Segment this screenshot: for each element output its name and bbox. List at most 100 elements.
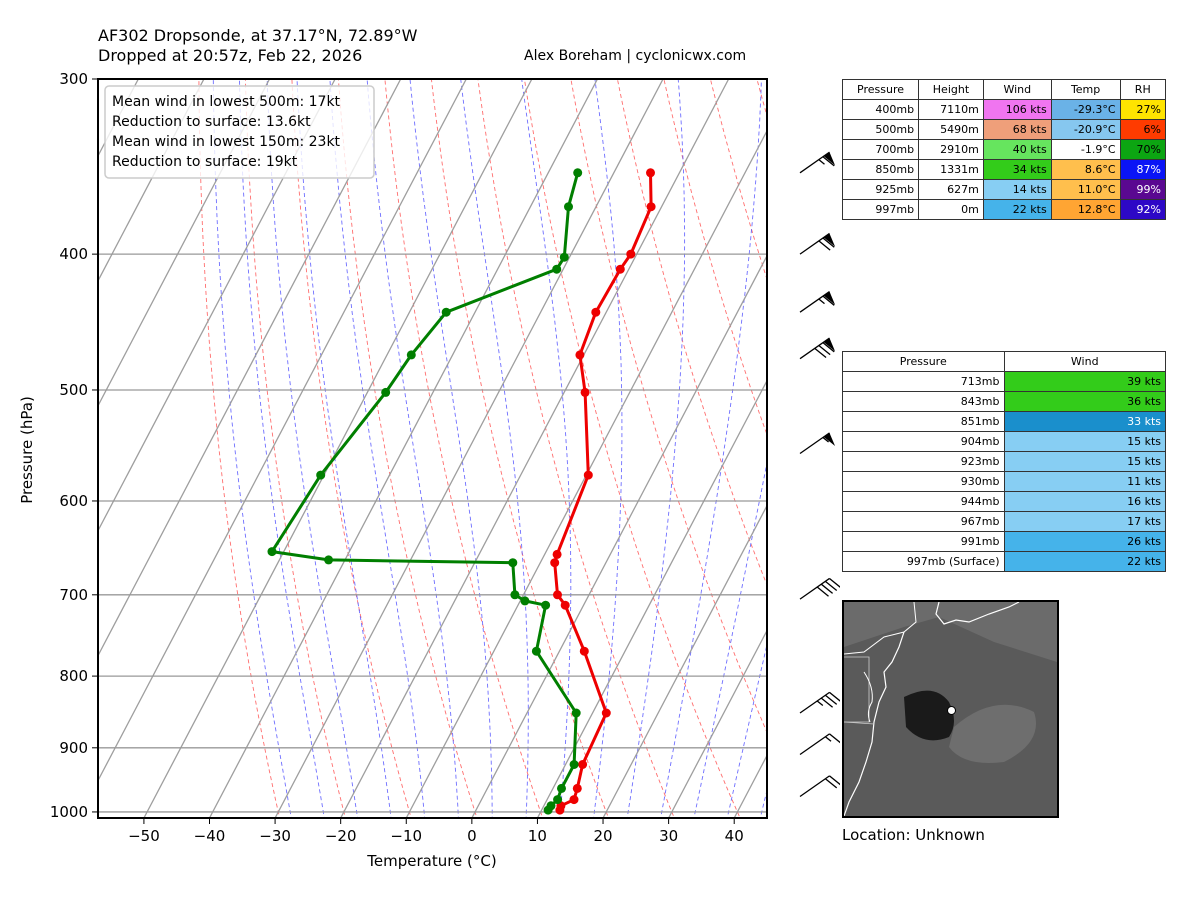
dewpoint-point: [541, 600, 551, 610]
wind-cell: 26 kts: [1003, 531, 1166, 552]
pressure-cell: 851mb: [842, 411, 1005, 432]
x-tick-label: 30: [659, 827, 678, 845]
y-tick-label: 1000: [50, 803, 88, 821]
isotherm: [733, 754, 767, 818]
y-axis-label: Pressure (hPa): [18, 396, 36, 504]
plot-frame: [97, 78, 768, 819]
dewpoint-point: [441, 307, 451, 317]
isotherm: [340, 79, 730, 818]
temperature-point: [583, 470, 593, 480]
y-tick-label: 300: [59, 70, 88, 88]
wind-barb: [799, 291, 836, 313]
temperature-point: [580, 387, 590, 397]
x-tick-label: −30: [259, 827, 291, 845]
wind-barb: [799, 691, 840, 714]
chart-title: AF302 Dropsonde, at 37.17°N, 72.89°W: [98, 26, 418, 45]
x-tick-label: −10: [390, 827, 422, 845]
rh-cell: 27%: [1119, 99, 1167, 120]
wind-cell: 40 kts: [982, 139, 1052, 160]
wind-cell: 15 kts: [1003, 431, 1166, 452]
table-row: 500mb 5490m 68 kts -20.9°C 6%: [841, 119, 1167, 140]
mean-wind-legend: Mean wind in lowest 500m: 17kt Reduction…: [104, 85, 375, 179]
legend-line-2: Reduction to surface: 13.6kt: [112, 114, 311, 130]
pressure-cell: 904mb: [842, 431, 1005, 452]
x-axis-label: Temperature (°C): [366, 852, 496, 870]
pressure-cell: 713mb: [842, 371, 1005, 392]
dewpoint-point: [406, 350, 416, 360]
temp-cell: 11.0°C: [1050, 179, 1121, 200]
y-tick-label: 500: [59, 381, 88, 399]
pressure-cell: 997mb (Surface): [842, 551, 1005, 572]
wind-cell: 36 kts: [1003, 391, 1166, 412]
x-tick-label: 40: [725, 827, 744, 845]
isotherm: [98, 79, 205, 283]
wind-cell: 34 kts: [982, 159, 1052, 180]
table-header-cell: Pressure: [841, 79, 920, 100]
height-cell: 5490m: [918, 119, 984, 140]
wind-barb: [799, 337, 836, 360]
isotherm: [800, 79, 840, 818]
height-cell: 7110m: [918, 99, 984, 120]
moist-adiabat: [329, 79, 426, 818]
dry-adiabat: [709, 79, 767, 281]
dewpoint-point: [573, 168, 583, 178]
isotherm: [208, 79, 599, 818]
profile-lines: [267, 168, 656, 815]
dewpoint-line: [270, 172, 580, 811]
temperature-point: [646, 202, 656, 212]
pressure-cell: 997mb: [841, 199, 920, 220]
legend-line-3: Mean wind in lowest 150m: 23kt: [112, 134, 341, 150]
wind-barb: [799, 432, 836, 455]
dropsonde-location-marker: [947, 706, 956, 715]
temp-cell: -1.9°C: [1050, 139, 1121, 160]
dewpoint-point: [559, 252, 569, 262]
isotherm: [98, 79, 402, 657]
height-cell: 1331m: [918, 159, 984, 180]
table-header-row: Pressure Height Wind Temp RH: [841, 79, 1167, 100]
moist-adiabat: [409, 79, 493, 818]
wind-cell: 22 kts: [982, 199, 1052, 220]
dewpoint-point: [553, 795, 563, 805]
isotherm: [536, 379, 767, 818]
temperature-point: [579, 646, 589, 656]
y-tick-label: 800: [59, 667, 88, 685]
pressure-cell: 500mb: [841, 119, 920, 140]
table-row: 923mb 15 kts: [842, 451, 1166, 472]
wind-barbs: [799, 151, 840, 798]
moist-adiabat: [296, 79, 392, 818]
moist-adiabat: [626, 79, 686, 818]
temperature-point: [560, 600, 570, 610]
dry-adiabat: [616, 79, 767, 587]
dewpoint-point: [546, 801, 556, 811]
table-row: 713mb 39 kts: [842, 371, 1166, 392]
temp-cell: 8.6°C: [1050, 159, 1121, 180]
rh-cell: 99%: [1119, 179, 1167, 200]
moist-adiabat: [266, 79, 359, 818]
moist-adiabat: [521, 79, 572, 818]
wind-barb: [799, 733, 840, 756]
isotherm: [274, 79, 664, 818]
table-row: 944mb 16 kts: [842, 491, 1166, 512]
dry-adiabat: [430, 79, 609, 818]
dry-adiabat: [523, 79, 741, 818]
table-row: 851mb 33 kts: [842, 411, 1166, 432]
table-header-cell: Wind: [982, 79, 1052, 100]
pressure-cell: 700mb: [841, 139, 920, 160]
wind-cell: 17 kts: [1003, 511, 1166, 532]
isotherm: [0, 79, 73, 818]
table-header-cell: Height: [918, 79, 984, 100]
wind-barb: [799, 577, 840, 600]
pressure-cell: 944mb: [842, 491, 1005, 512]
isotherm: [668, 629, 767, 818]
wind-levels-table: Pressure Wind 713mb 39 kts 843mb 36 kts 851mb 3…: [842, 351, 1166, 572]
table-header-cell: RH: [1119, 79, 1167, 100]
temperature-point: [552, 549, 562, 559]
grid-lines: [0, 79, 840, 818]
x-tick-label: 10: [528, 827, 547, 845]
x-tick-label: 20: [593, 827, 612, 845]
moist-adiabat: [212, 79, 292, 818]
rh-cell: 87%: [1119, 159, 1167, 180]
moist-adiabat: [239, 79, 325, 818]
wind-cell: 106 kts: [982, 99, 1052, 120]
y-tick-label: 400: [59, 245, 88, 263]
